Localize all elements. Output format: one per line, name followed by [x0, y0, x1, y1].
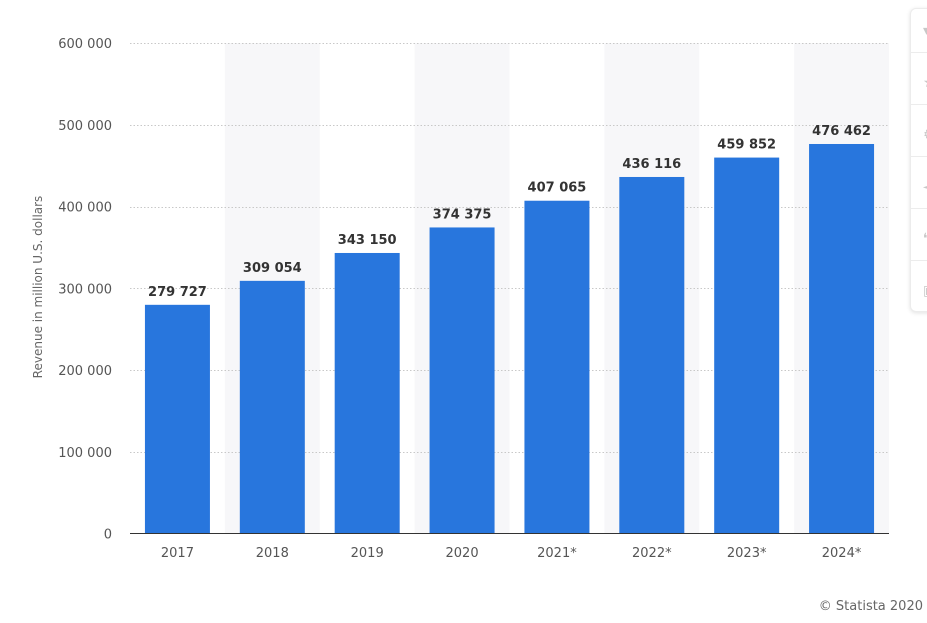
y-tick-label: 600 000 [58, 37, 112, 52]
x-tick-label-2019: 2019 [351, 546, 384, 561]
y-tick-label: 500 000 [58, 119, 112, 134]
bar-2018[interactable] [239, 280, 305, 534]
bar-2024*[interactable] [809, 143, 875, 534]
x-tick-label-2023*: 2023* [727, 546, 767, 561]
y-tick-label: 0 [104, 528, 112, 543]
x-tick-label-2020: 2020 [446, 546, 479, 561]
data-label-2020: 374 375 [433, 207, 492, 222]
share-icon[interactable]: ◄ [911, 165, 927, 209]
bar-2021*[interactable] [524, 200, 590, 534]
x-tick-label-2021*: 2021* [537, 546, 577, 561]
bar-2019[interactable] [334, 252, 400, 534]
y-tick-labels: 0 100 000 200 000 300 000 400 000 500 000 600 … [58, 37, 112, 543]
bell-icon[interactable]: ▾ [911, 9, 927, 53]
data-label-2017: 279 727 [148, 285, 207, 300]
bar-2017[interactable] [144, 304, 210, 534]
bar-2020[interactable] [429, 227, 495, 534]
data-label-2018: 309 054 [243, 261, 302, 276]
data-label-2024*: 476 462 [812, 124, 871, 139]
x-tick-labels: 2017 2018 2019 2020 2021* 2022* 2023* 2024* [161, 546, 862, 561]
gear-icon[interactable]: ⚙ [911, 113, 927, 157]
y-axis-title: Revenue in million U.S. dollars [31, 196, 45, 379]
y-tick-label: 400 000 [58, 201, 112, 216]
data-label-2023*: 459 852 [717, 138, 776, 153]
statista-credit: © Statista 2020 [819, 599, 923, 614]
y-tick-label: 200 000 [58, 364, 112, 379]
x-tick-label-2022*: 2022* [632, 546, 672, 561]
bar-2023*[interactable] [714, 157, 780, 534]
star-icon[interactable]: ★ [911, 61, 927, 105]
data-labels: 279 727 309 054 343 150 374 375 407 065 436 1… [148, 124, 871, 300]
data-label-2019: 343 150 [338, 233, 397, 248]
chart-toolbar: ▾ ★ ⚙ ◄ ❝ ▣ [910, 8, 927, 312]
quote-icon[interactable]: ❝ [911, 217, 927, 261]
y-tick-label: 300 000 [58, 282, 112, 297]
data-label-2022*: 436 116 [622, 157, 681, 172]
y-tick-label: 100 000 [58, 446, 112, 461]
data-label-2021*: 407 065 [528, 181, 587, 196]
x-tick-label-2024*: 2024* [822, 546, 862, 561]
bars [144, 143, 875, 534]
print-icon[interactable]: ▣ [911, 269, 927, 313]
bar-2022*[interactable] [619, 176, 685, 534]
x-tick-label-2018: 2018 [256, 546, 289, 561]
x-tick-label-2017: 2017 [161, 546, 194, 561]
